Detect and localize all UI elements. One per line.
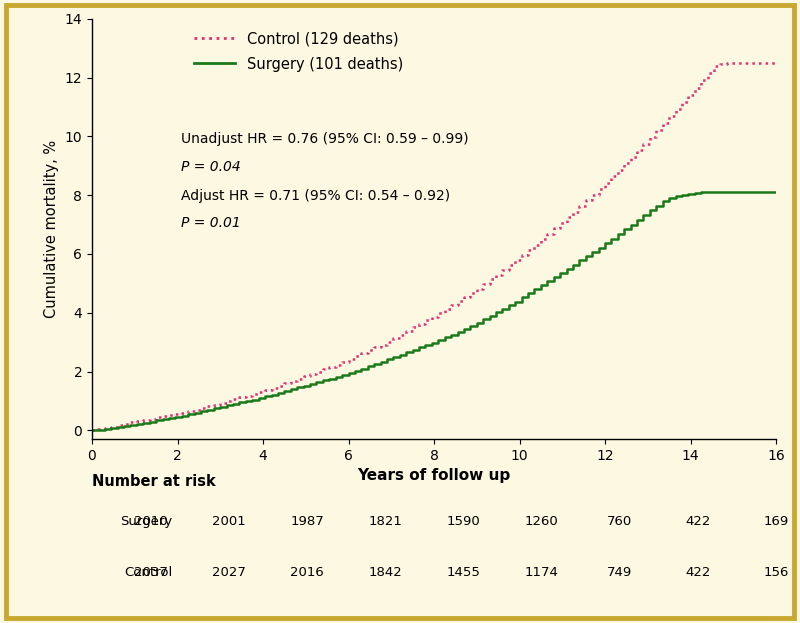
Control (129 deaths) xyxy=(677,98,686,106)
X-axis label: Years of follow up: Years of follow up xyxy=(358,468,510,483)
Surgery (101 deaths) xyxy=(632,216,642,224)
Surgery (101 deaths) xyxy=(677,191,686,199)
Text: 1455: 1455 xyxy=(446,566,480,579)
Text: 2010: 2010 xyxy=(134,515,167,528)
Surgery (101 deaths) xyxy=(767,188,777,196)
Text: 760: 760 xyxy=(607,515,632,528)
Control (129 deaths) xyxy=(87,427,97,434)
Text: 2037: 2037 xyxy=(134,566,167,579)
Legend: Control (129 deaths), Surgery (101 deaths): Control (129 deaths), Surgery (101 death… xyxy=(188,26,409,78)
Text: P = 0.04: P = 0.04 xyxy=(181,159,241,174)
Line: Surgery (101 deaths): Surgery (101 deaths) xyxy=(92,192,776,430)
Y-axis label: Cumulative mortality, %: Cumulative mortality, % xyxy=(44,140,59,318)
Control (129 deaths) xyxy=(767,59,777,67)
Text: Unadjust HR = 0.76 (95% CI: 0.59 – 0.99): Unadjust HR = 0.76 (95% CI: 0.59 – 0.99) xyxy=(181,132,469,146)
Control (129 deaths) xyxy=(729,59,738,67)
Text: P = 0.01: P = 0.01 xyxy=(181,216,241,231)
Text: Number at risk: Number at risk xyxy=(92,473,216,488)
Text: 156: 156 xyxy=(763,566,789,579)
Control (129 deaths) xyxy=(158,412,167,420)
Surgery (101 deaths) xyxy=(196,407,206,415)
Control (129 deaths) xyxy=(408,324,418,331)
Control (129 deaths) xyxy=(771,59,781,67)
Surgery (101 deaths) xyxy=(771,188,781,196)
Text: 1987: 1987 xyxy=(290,515,324,528)
Text: Surgery: Surgery xyxy=(120,515,172,528)
Text: Control: Control xyxy=(124,566,172,579)
Line: Control (129 deaths): Control (129 deaths) xyxy=(92,63,776,430)
Text: 1174: 1174 xyxy=(525,566,558,579)
Control (129 deaths) xyxy=(632,146,642,154)
Surgery (101 deaths) xyxy=(408,346,418,354)
Text: 1821: 1821 xyxy=(368,515,402,528)
Text: 749: 749 xyxy=(607,566,632,579)
Text: 2016: 2016 xyxy=(290,566,324,579)
Text: 1590: 1590 xyxy=(446,515,480,528)
Text: 422: 422 xyxy=(685,566,710,579)
Surgery (101 deaths) xyxy=(87,427,97,434)
Control (129 deaths) xyxy=(196,404,206,412)
Text: 169: 169 xyxy=(763,515,789,528)
Text: 422: 422 xyxy=(685,515,710,528)
Surgery (101 deaths) xyxy=(158,416,167,423)
Text: 1842: 1842 xyxy=(368,566,402,579)
Text: 2027: 2027 xyxy=(212,566,246,579)
Text: Adjust HR = 0.71 (95% CI: 0.54 – 0.92): Adjust HR = 0.71 (95% CI: 0.54 – 0.92) xyxy=(181,189,450,203)
Surgery (101 deaths) xyxy=(710,188,719,196)
Text: 2001: 2001 xyxy=(212,515,246,528)
Text: 1260: 1260 xyxy=(525,515,558,528)
